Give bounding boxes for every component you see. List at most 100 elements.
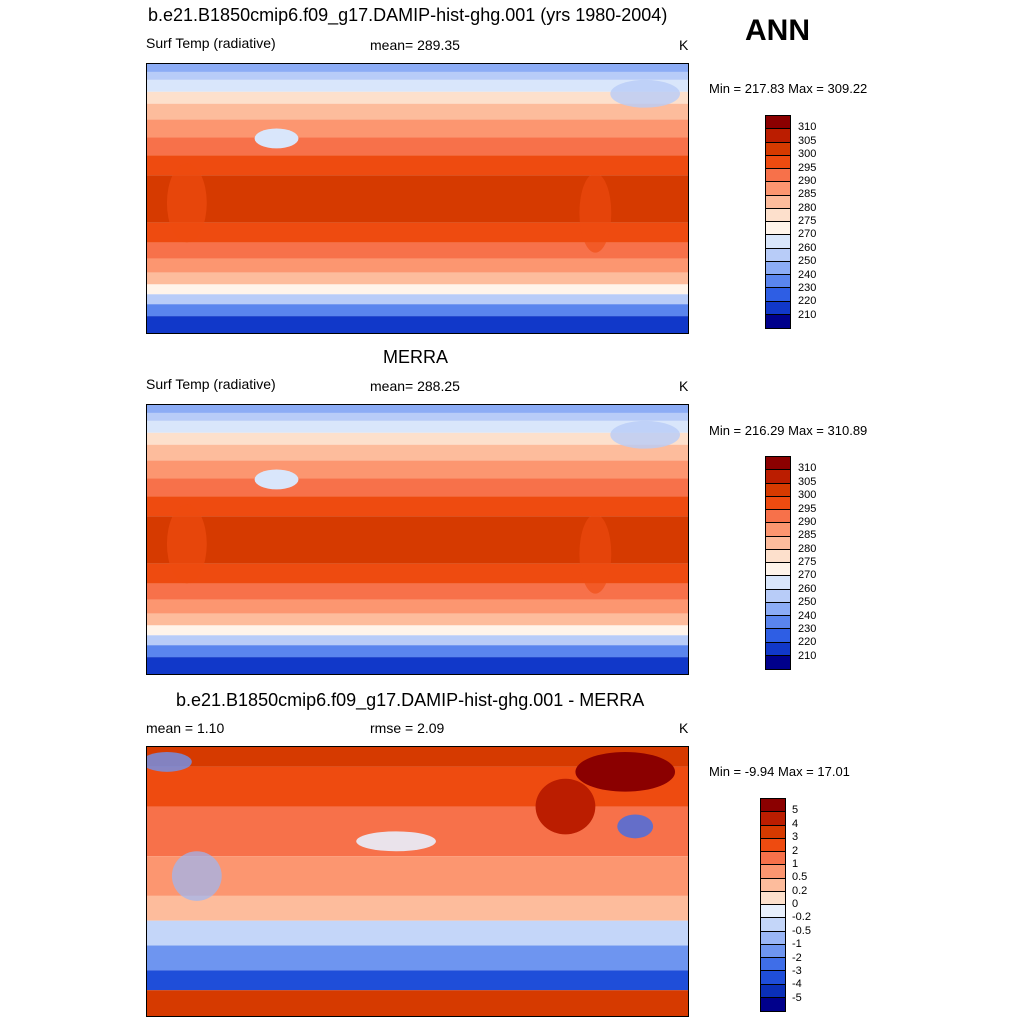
- colorbar-swatch: [761, 997, 785, 1011]
- colorbar-tick-label: 260: [798, 241, 817, 254]
- panel-1-variable-label: Surf Temp (radiative): [146, 35, 276, 51]
- colorbar-tick-label: 280: [798, 542, 817, 555]
- panel-3-mean: mean = 1.10: [146, 720, 225, 736]
- panel-2-title: MERRA: [383, 347, 449, 367]
- colorbar-swatch: [761, 838, 785, 852]
- colorbar-tick-label: -3: [792, 964, 802, 977]
- colorbar-swatch: [766, 629, 790, 643]
- colorbar-tick-label: 275: [798, 215, 817, 227]
- colorbar-swatch: [766, 301, 790, 315]
- colorbar-swatch: [766, 275, 790, 289]
- colorbar-swatch: [766, 563, 790, 577]
- colorbar-swatch: [761, 825, 785, 839]
- colorbar-tick-label: -1: [792, 938, 802, 951]
- panel-1-title: b.e21.B1850cmip6.f09_g17.DAMIP-hist-ghg.…: [148, 5, 668, 25]
- colorbar-swatch: [766, 616, 790, 630]
- colorbar-swatch: [761, 971, 785, 985]
- colorbar-swatch: [766, 576, 790, 590]
- colorbar-tick-label: 305: [798, 475, 817, 488]
- colorbar-swatch: [766, 496, 790, 510]
- panel-3-rmse: rmse = 2.09: [370, 720, 445, 736]
- colorbar-tick-label: 285: [798, 529, 817, 542]
- colorbar-swatch: [766, 523, 790, 537]
- colorbar-swatch: [766, 288, 790, 302]
- colorbar-tick-label: 290: [798, 515, 817, 528]
- panel-2-map-field: [147, 405, 688, 674]
- panel-1-map-field: [147, 64, 688, 333]
- colorbar-tick-label: 0: [792, 898, 799, 910]
- colorbar-tick-label: 210: [798, 649, 817, 662]
- colorbar-swatch: [761, 918, 785, 932]
- panel-2-variable-label: Surf Temp (radiative): [146, 376, 276, 392]
- colorbar-tick-label: 270: [798, 569, 817, 582]
- colorbar-tick-label: 300: [798, 148, 817, 161]
- colorbar-swatch: [761, 958, 785, 972]
- colorbar-tick-label: 250: [798, 255, 817, 268]
- panel-3-colorbar: [760, 798, 786, 1012]
- colorbar-swatch: [761, 812, 785, 826]
- colorbar-swatch: [766, 248, 790, 262]
- colorbar-tick-label: 310: [798, 121, 817, 134]
- panel-1-mean: mean= 289.35: [370, 37, 460, 53]
- panel-2-minmax: Min = 216.29 Max = 310.89: [709, 423, 868, 438]
- colorbar-swatch: [766, 470, 790, 484]
- colorbar-swatch: [766, 129, 790, 143]
- panel-2-units: K: [679, 378, 689, 394]
- colorbar-swatch: [766, 483, 790, 497]
- colorbar-swatch: [766, 222, 790, 236]
- panel-2-colorbar: [765, 456, 791, 670]
- colorbar-tick-label: 295: [798, 161, 817, 174]
- colorbar-swatch: [766, 261, 790, 275]
- panel-1-minmax: Min = 217.83 Max = 309.22: [709, 81, 868, 96]
- colorbar-tick-label: -4: [792, 978, 802, 991]
- colorbar-tick-label: 295: [798, 502, 817, 515]
- colorbar-tick-label: 220: [798, 636, 817, 649]
- colorbar-tick-label: -0.2: [792, 911, 811, 924]
- season-label: ANN: [745, 14, 810, 47]
- colorbar-swatch: [766, 182, 790, 196]
- colorbar-swatch: [766, 457, 790, 471]
- colorbar-tick-label: 280: [798, 201, 817, 214]
- colorbar-swatch: [761, 944, 785, 958]
- colorbar-swatch: [766, 549, 790, 563]
- colorbar-tick-label: 3: [792, 831, 799, 844]
- panel-3-title: b.e21.B1850cmip6.f09_g17.DAMIP-hist-ghg.…: [176, 690, 645, 710]
- colorbar-tick-label: 305: [798, 134, 817, 147]
- colorbar-tick-label: 260: [798, 582, 817, 595]
- colorbar-swatch: [766, 195, 790, 209]
- colorbar-tick-label: -2: [792, 951, 802, 964]
- panel-1-map: [146, 63, 689, 334]
- panel-3-map: [146, 746, 689, 1017]
- colorbar-tick-label: 230: [798, 622, 817, 635]
- colorbar-tick-label: 210: [798, 308, 817, 321]
- panel-2-map: [146, 404, 689, 675]
- colorbar-swatch: [766, 536, 790, 550]
- colorbar-tick-label: 275: [798, 556, 817, 568]
- colorbar-swatch: [766, 642, 790, 656]
- panel-3-minmax: Min = -9.94 Max = 17.01: [709, 764, 850, 779]
- colorbar-tick-label: 270: [798, 228, 817, 241]
- colorbar-tick-label: 230: [798, 281, 817, 294]
- panel-2-mean: mean= 288.25: [370, 378, 460, 394]
- colorbar-swatch: [766, 116, 790, 130]
- colorbar-swatch: [761, 905, 785, 919]
- colorbar-swatch: [761, 878, 785, 892]
- panel-3-units: K: [679, 720, 689, 736]
- colorbar-tick-label: 285: [798, 188, 817, 201]
- colorbar-swatch: [766, 208, 790, 222]
- colorbar-swatch: [761, 931, 785, 945]
- colorbar-swatch: [766, 314, 790, 328]
- colorbar-swatch: [761, 799, 785, 813]
- colorbar-swatch: [766, 589, 790, 603]
- colorbar-tick-label: 4: [792, 817, 799, 830]
- colorbar-swatch: [766, 169, 790, 183]
- colorbar-tick-label: 310: [798, 462, 817, 475]
- colorbar-swatch: [766, 655, 790, 669]
- colorbar-tick-label: 1: [792, 857, 799, 870]
- colorbar-tick-label: 0.2: [792, 884, 808, 897]
- colorbar-swatch: [766, 155, 790, 169]
- colorbar-swatch: [766, 235, 790, 249]
- colorbar-swatch: [766, 602, 790, 616]
- colorbar-tick-label: -0.5: [792, 924, 811, 937]
- colorbar-tick-label: 300: [798, 489, 817, 502]
